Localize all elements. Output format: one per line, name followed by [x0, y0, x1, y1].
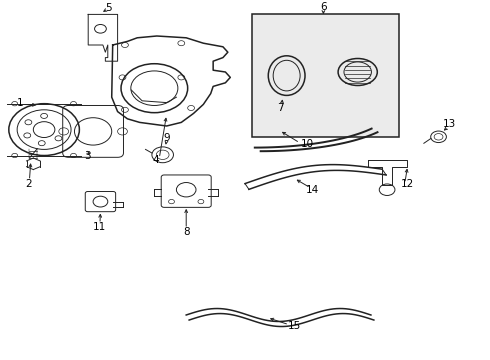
- Text: 3: 3: [84, 150, 91, 161]
- Text: 8: 8: [183, 227, 190, 237]
- Text: 4: 4: [152, 155, 159, 165]
- Bar: [252, 14, 399, 137]
- Text: 1: 1: [17, 98, 24, 108]
- Text: 5: 5: [105, 3, 112, 13]
- Text: 7: 7: [277, 103, 284, 113]
- Text: 12: 12: [401, 179, 415, 189]
- Text: 6: 6: [320, 2, 327, 12]
- Text: 15: 15: [287, 321, 301, 331]
- Text: 2: 2: [25, 179, 32, 189]
- Text: 11: 11: [92, 222, 106, 232]
- Text: 10: 10: [301, 139, 314, 149]
- Text: 9: 9: [163, 132, 170, 143]
- Text: 13: 13: [443, 119, 457, 129]
- Text: 14: 14: [306, 185, 319, 195]
